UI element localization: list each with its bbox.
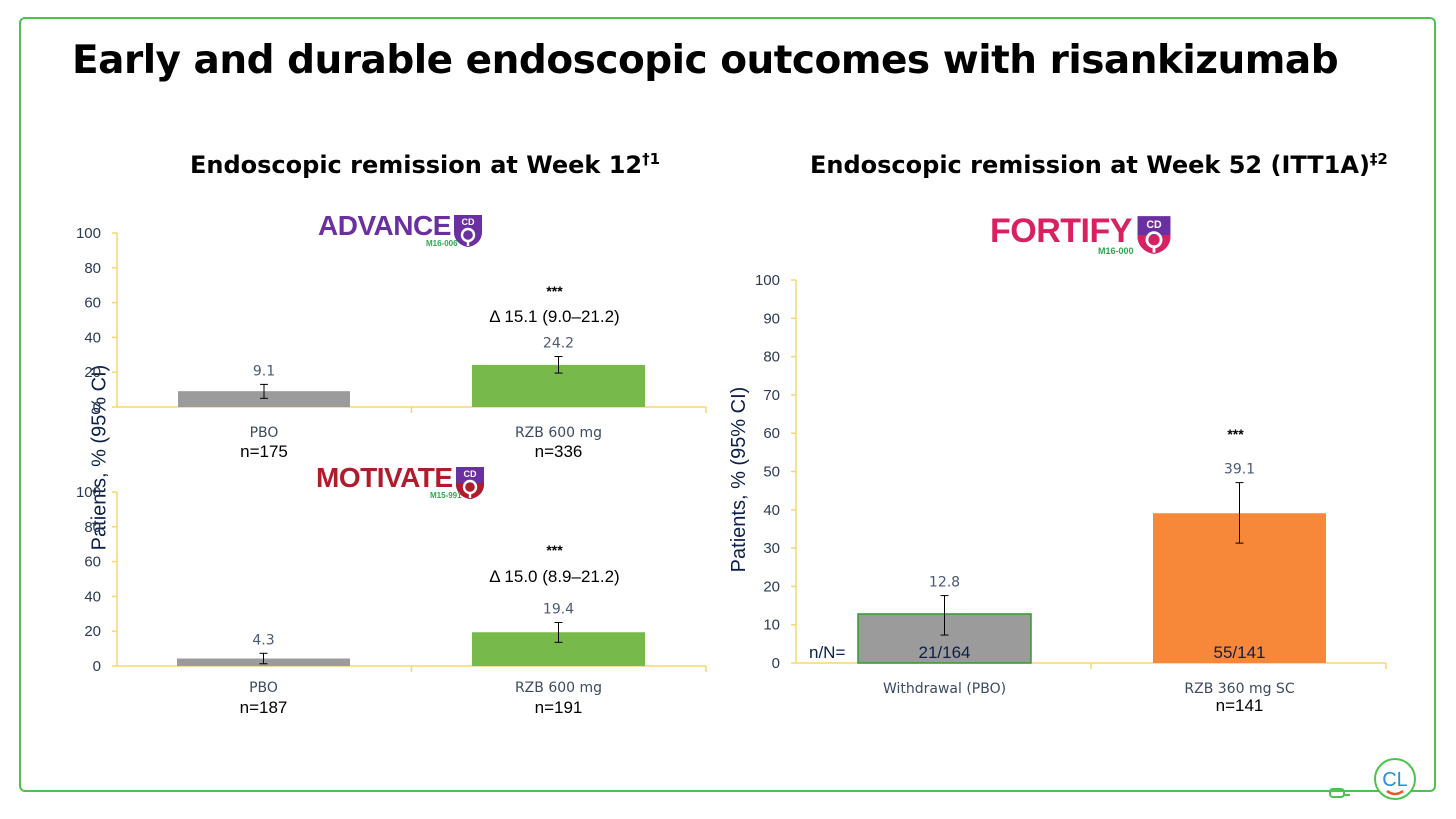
fortify-category-label: RZB 360 mg SC [1184,681,1294,697]
motivate-category-label: RZB 600 mg [515,680,602,696]
left-panel-title-text: Endoscopic remission at Week 12 [190,151,643,179]
motivate-y-tick-label: 20 [84,623,101,640]
left-panel-title-footnote: †1 [642,150,661,168]
motivate-y-tick-label: 60 [84,554,101,571]
motivate-delta-annotation: Δ 15.0 (8.9–21.2) [489,567,619,586]
right-panel-title-text: Endoscopic remission at Week 52 (ITT1A) [810,151,1370,179]
motivate-y-tick-label: 80 [84,519,101,536]
advance-badge-text: CD [461,217,474,227]
fortify-y-tick-label: 0 [772,655,780,672]
motivate-n-label: n=191 [535,698,583,717]
advance-n-label: n=175 [240,442,288,461]
fortify-y-tick-label: 40 [763,502,780,519]
fortify-y-tick-label: 50 [763,464,780,481]
fortify-y-tick-label: 60 [763,425,780,442]
fortify-trial-code: M16-000 [1098,246,1134,256]
motivate-trial-code: M15-991 [430,491,462,500]
fortify-in-bar-label: 21/164 [919,643,971,662]
fortify-data-label: 12.8 [929,575,960,591]
fortify-logo: FORTIFY CD M16-000 [990,212,1172,256]
advance-y-tick-label: 20 [84,364,101,381]
fortify-y-tick-label: 70 [763,387,780,404]
fortify-y-tick-label: 100 [755,272,780,289]
fortify-y-tick-label: 80 [763,349,780,366]
advance-y-tick-label: 100 [76,225,101,242]
fortify-n-n-prefix: n/N= [809,643,845,662]
advance-bar [178,391,350,407]
motivate-y-tick-label: 100 [76,484,101,501]
motivate-y-tick-label: 40 [84,588,101,605]
right-panel-title-footnote: ‡2 [1369,150,1388,168]
motivate-data-label: 4.3 [252,632,274,648]
advance-logo: ADVANCE CD M16-006 [318,212,483,248]
advance-delta-annotation: Δ 15.1 (9.0–21.2) [489,307,619,326]
slide-frame [19,17,1436,792]
fortify-y-tick-label: 10 [763,617,780,634]
advance-cd-badge-icon: CD [453,215,482,247]
motivate-significance-stars: *** [546,542,563,558]
advance-data-label: 9.1 [253,363,275,379]
left-panel-title: Endoscopic remission at Week 12†1 [190,150,660,179]
advance-significance-stars: *** [546,283,563,299]
advance-y-tick-label: 60 [84,295,101,312]
advance-y-tick-label: 80 [84,260,101,277]
advance-trial-code: M16-006 [426,239,458,248]
advance-y-tick-label: 40 [84,329,101,346]
advance-y-tick-label: 0 [93,399,101,416]
fortify-badge-text: CD [1146,219,1162,231]
motivate-logo: MOTIVATE CD M15-991 [316,464,485,500]
advance-category-label: RZB 600 mg [515,425,602,441]
motivate-y-tick-label: 0 [93,658,101,675]
motivate-data-label: 19.4 [543,602,574,618]
motivate-badge-text: CD [463,469,476,479]
fortify-y-tick-label: 90 [763,310,780,327]
advance-data-label: 24.2 [543,336,574,352]
advance-logo-word: ADVANCE [318,210,451,241]
cable-plug-icon [1329,788,1350,798]
fortify-category-label: Withdrawal (PBO) [883,681,1006,697]
motivate-category-label: PBO [249,680,278,696]
motivate-n-label: n=187 [240,698,288,717]
motivate-logo-word: MOTIVATE [316,462,453,493]
fortify-y-tick-label: 30 [763,540,780,557]
cl-brand-logo-icon: CL [1374,758,1416,800]
fortify-y-tick-label: 20 [763,578,780,595]
fortify-data-label: 39.1 [1224,462,1255,478]
fortify-n-label: n=141 [1216,696,1264,715]
fortify-in-bar-label: 55/141 [1214,643,1266,662]
motivate-cd-badge-icon: CD [455,467,484,499]
fortify-significance-stars: *** [1227,426,1244,442]
advance-n-label: n=336 [535,442,583,461]
svg-text:CL: CL [1382,769,1408,791]
slide-title: Early and durable endoscopic outcomes wi… [72,38,1339,83]
fortify-logo-word: FORTIFY [990,212,1132,250]
advance-category-label: PBO [250,425,279,441]
right-panel-title: Endoscopic remission at Week 52 (ITT1A)‡… [810,150,1388,179]
fortify-cd-badge-icon: CD [1137,216,1171,254]
